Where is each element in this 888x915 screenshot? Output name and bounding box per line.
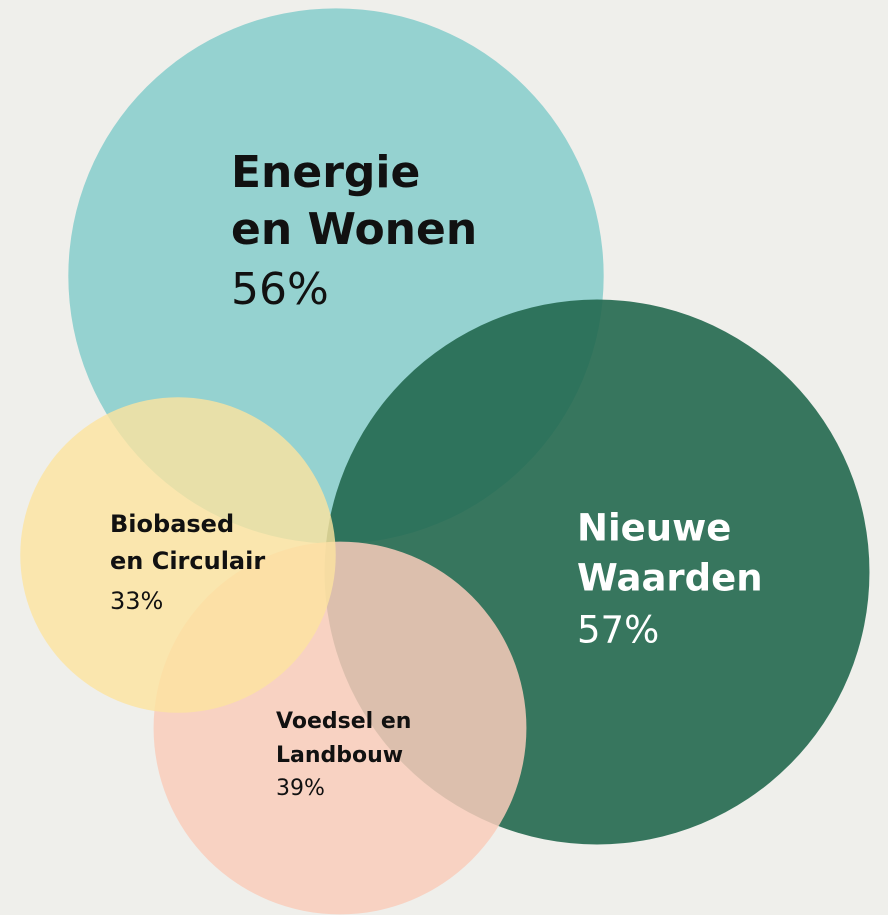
bubble-label: Biobased [110, 510, 234, 538]
bubble-label: Landbouw [276, 743, 403, 768]
bubble-value-label: 39% [276, 776, 325, 801]
bubble-label: en Circulair [110, 547, 265, 575]
bubble-label: en Wonen [231, 204, 477, 255]
bubble [20, 397, 336, 713]
bubble-label: Energie [231, 147, 420, 198]
bubble-value-label: 56% [231, 264, 329, 315]
bubble-label: Voedsel en [276, 709, 411, 734]
bubble-label: Nieuwe [577, 507, 731, 550]
bubble-value-label: 33% [110, 587, 163, 615]
bubble-value-label: 57% [577, 609, 659, 652]
bubble-label: Waarden [577, 557, 763, 600]
